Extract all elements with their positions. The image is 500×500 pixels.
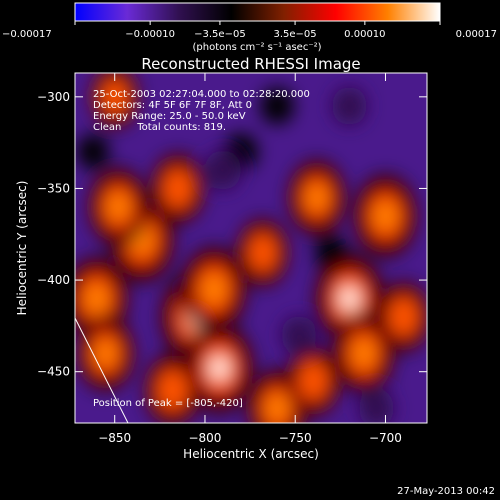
intensity-blob xyxy=(99,344,113,363)
colorbar-tick-label: −0.00017 xyxy=(2,29,52,40)
info-annotations: 25-Oct-2003 02:27:04.000 to 02:28:20.000… xyxy=(93,89,310,133)
annotation-clean-counts: Clean Total counts: 819. xyxy=(93,122,226,133)
intensity-blob xyxy=(307,372,320,390)
intensity-blob xyxy=(356,343,371,363)
intensity-blob xyxy=(270,399,285,418)
intensity-blob-negative xyxy=(204,150,242,191)
intensity-blob xyxy=(397,308,410,325)
image-intensity-layer xyxy=(75,73,427,423)
intensity-blob xyxy=(341,287,358,310)
intensity-blob xyxy=(211,357,228,379)
y-tick-label: −300 xyxy=(37,90,70,104)
annotation-energy: Energy Range: 25.0 - 50.0 keV xyxy=(93,111,246,122)
x-tick-label: −850 xyxy=(98,431,131,445)
colorbar-tick-label: 0.00017 xyxy=(456,29,497,40)
x-tick-label: −750 xyxy=(279,431,312,445)
colorbar-bar xyxy=(74,2,441,22)
intensity-blob-negative xyxy=(358,389,394,423)
colorbar-tick-label: 3.5e−05 xyxy=(273,29,316,40)
colorbar-unit-label: (photons cm⁻² s⁻¹ asec⁻²) xyxy=(192,42,321,53)
intensity-blob xyxy=(310,188,324,207)
y-axis-ticks: −300 −350 −400 −450 xyxy=(37,90,427,379)
y-axis-label: Heliocentric Y (arcsec) xyxy=(15,181,29,316)
intensity-blob-negative xyxy=(281,315,317,355)
intensity-blob-negative xyxy=(76,134,110,170)
x-tick-label: −700 xyxy=(369,431,402,445)
colorbar: −0.00017 −0.00010 −3.5e−05 3.5e−05 0.00010 0.… xyxy=(2,2,497,53)
plot-area: −850 −800 −750 −700 −300 −350 −400 −450 xyxy=(37,72,428,445)
peak-position-label: Position of Peak = [-805,-420] xyxy=(93,398,243,409)
intensity-blob xyxy=(171,180,185,197)
y-tick-label: −350 xyxy=(37,181,70,195)
intensity-blob xyxy=(206,279,222,300)
y-tick-label: −450 xyxy=(37,365,70,379)
intensity-blob xyxy=(111,197,126,216)
intensity-blob xyxy=(89,288,104,309)
intensity-blob xyxy=(378,206,393,226)
colorbar-tick-label: −3.5e−05 xyxy=(194,29,246,40)
y-tick-label: −400 xyxy=(37,273,70,287)
intensity-blob xyxy=(256,244,269,261)
intensity-blob-negative xyxy=(315,234,348,271)
solar-limb-line xyxy=(75,317,129,423)
x-axis-label: Heliocentric X (arcsec) xyxy=(183,447,319,461)
colorbar-ticks: −0.00017 −0.00010 −3.5e−05 3.5e−05 0.00010 0.… xyxy=(2,21,497,40)
colorbar-tick-label: 0.00010 xyxy=(344,29,385,40)
intensity-blob-negative xyxy=(260,87,294,125)
intensity-blob-negative xyxy=(331,86,367,126)
x-axis-ticks: −850 −800 −750 −700 xyxy=(98,73,402,445)
intensity-blob xyxy=(166,381,179,399)
plot-frame xyxy=(74,72,428,424)
intensity-blob xyxy=(109,89,121,105)
annotation-detectors: Detectors: 4F 5F 6F 7F 8F, Att 0 xyxy=(93,100,252,111)
colorbar-tick-label: −0.00010 xyxy=(125,29,175,40)
chart-title: Reconstructed RHESSI Image xyxy=(141,55,360,73)
annotation-time-range: 25-Oct-2003 02:27:04.000 to 02:28:20.000 xyxy=(93,89,310,100)
x-tick-label: −800 xyxy=(188,431,221,445)
footer-timestamp: 27-May-2013 00:42 xyxy=(397,486,495,497)
